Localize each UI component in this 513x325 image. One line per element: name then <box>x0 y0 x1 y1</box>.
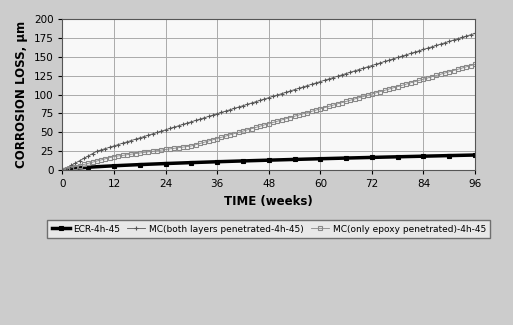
MC(only epoxy penetrated)-4h-45 <box>378 90 384 94</box>
ECR-4h-45 <box>72 166 78 170</box>
MC(only epoxy penetrated)-4h-45 <box>72 165 78 169</box>
MC(both layers penetrated-4h-45) <box>89 152 95 156</box>
MC(only epoxy penetrated)-4h-45 <box>89 160 95 164</box>
ECR-4h-45 <box>167 162 173 165</box>
ECR-4h-45 <box>472 153 478 157</box>
MC(only epoxy penetrated)-4h-45 <box>266 122 272 126</box>
Y-axis label: CORROSION LOSS, µm: CORROSION LOSS, µm <box>15 21 28 168</box>
ECR-4h-45 <box>266 158 272 162</box>
Line: MC(both layers penetrated-4h-45): MC(both layers penetrated-4h-45) <box>60 31 478 173</box>
ECR-4h-45 <box>378 155 384 159</box>
MC(both layers penetrated-4h-45) <box>472 32 478 35</box>
Line: MC(only epoxy penetrated)-4h-45: MC(only epoxy penetrated)-4h-45 <box>60 62 478 173</box>
MC(only epoxy penetrated)-4h-45 <box>167 147 173 151</box>
MC(only epoxy penetrated)-4h-45 <box>472 62 478 66</box>
MC(both layers penetrated-4h-45) <box>72 161 78 165</box>
MC(only epoxy penetrated)-4h-45 <box>60 168 66 172</box>
X-axis label: TIME (weeks): TIME (weeks) <box>224 195 313 208</box>
MC(both layers penetrated-4h-45) <box>60 168 66 172</box>
Line: ECR-4h-45: ECR-4h-45 <box>60 153 478 173</box>
MC(both layers penetrated-4h-45) <box>167 126 173 130</box>
MC(both layers penetrated-4h-45) <box>378 61 384 65</box>
MC(both layers penetrated-4h-45) <box>296 86 302 90</box>
ECR-4h-45 <box>89 165 95 169</box>
ECR-4h-45 <box>296 157 302 161</box>
ECR-4h-45 <box>60 168 66 172</box>
Legend: ECR-4h-45, MC(both layers penetrated-4h-45), MC(only epoxy penetrated)-4h-45: ECR-4h-45, MC(both layers penetrated-4h-… <box>47 220 490 238</box>
MC(both layers penetrated-4h-45) <box>266 96 272 99</box>
MC(only epoxy penetrated)-4h-45 <box>296 113 302 117</box>
